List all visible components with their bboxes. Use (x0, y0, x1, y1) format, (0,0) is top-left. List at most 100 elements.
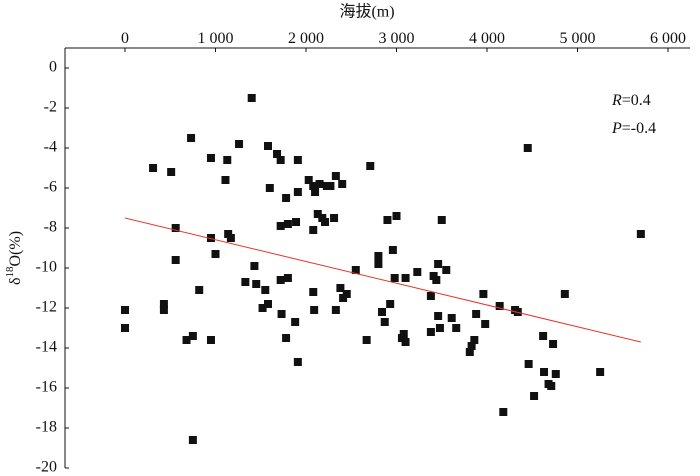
point (636, 230, 645, 238)
point (223, 156, 232, 164)
x-tick-label: 0 (121, 30, 129, 47)
point (292, 218, 301, 226)
point (434, 312, 443, 320)
y-tick-label: -6 (44, 179, 57, 196)
point (263, 142, 272, 150)
point (540, 368, 549, 376)
x-axis-title: 海拔(m) (339, 3, 394, 21)
point (392, 212, 401, 220)
point (434, 260, 443, 268)
point (258, 304, 267, 312)
point (336, 284, 345, 292)
point (187, 134, 196, 142)
point (426, 292, 435, 300)
point (195, 286, 204, 294)
point (432, 276, 441, 284)
y-tick-label: -18 (36, 419, 57, 436)
point (470, 336, 479, 344)
point (437, 216, 446, 224)
point (551, 370, 560, 378)
point (235, 140, 244, 148)
point (549, 340, 558, 348)
point (282, 334, 291, 342)
annotation-var: P (611, 120, 622, 137)
point (479, 290, 488, 298)
point (413, 268, 422, 276)
point (374, 252, 383, 260)
y-title-sup: 18 (4, 266, 16, 278)
y-tick-label: -20 (36, 459, 57, 476)
point (315, 180, 324, 188)
point (188, 436, 197, 444)
point (362, 336, 371, 344)
point (539, 332, 548, 340)
point (309, 288, 318, 296)
point (226, 234, 235, 242)
point (247, 94, 256, 102)
y-tick-label: 0 (49, 59, 57, 76)
point (282, 194, 291, 202)
point (560, 290, 569, 298)
point (388, 246, 397, 254)
point (276, 156, 285, 164)
y-tick-label: -2 (44, 99, 57, 116)
point (309, 226, 318, 234)
annotation: P=-0.4 (611, 120, 656, 137)
point (121, 324, 130, 332)
point (366, 162, 375, 170)
point (321, 218, 330, 226)
point (171, 256, 180, 264)
point (241, 278, 250, 286)
point (283, 274, 292, 282)
point (481, 320, 490, 328)
point (401, 274, 410, 282)
point (263, 300, 272, 308)
point (309, 182, 318, 190)
point (261, 286, 270, 294)
point (472, 310, 481, 318)
x-tick-label: 4 000 (469, 30, 505, 47)
point (447, 314, 456, 322)
point (171, 224, 180, 232)
point (452, 324, 461, 332)
point (206, 154, 215, 162)
point (252, 280, 261, 288)
point (293, 188, 302, 196)
y-tick-label: -16 (36, 379, 57, 396)
point (310, 306, 319, 314)
point (313, 210, 322, 218)
point (383, 216, 392, 224)
point (304, 176, 313, 184)
point (465, 348, 474, 356)
trendline (124, 217, 641, 343)
point (206, 336, 215, 344)
x-tick-label: 5 000 (560, 30, 596, 47)
point (523, 144, 532, 152)
point (326, 182, 335, 190)
y-tick-label: -14 (36, 339, 57, 356)
point (311, 188, 320, 196)
point (442, 266, 451, 274)
y-tick-label: -10 (36, 259, 57, 276)
point (401, 338, 410, 346)
point (159, 306, 168, 314)
point (293, 156, 302, 164)
point (293, 358, 302, 366)
point (426, 328, 435, 336)
x-tick-label: 1 000 (198, 30, 234, 47)
annotation-var: R (611, 92, 622, 109)
point (524, 360, 533, 368)
point (547, 382, 556, 390)
point (221, 176, 230, 184)
point (167, 168, 176, 176)
point (499, 408, 508, 416)
y-tick-label: -8 (44, 219, 57, 236)
point (283, 220, 292, 228)
x-tick-label: 2 000 (288, 30, 324, 47)
point (291, 318, 300, 326)
y-tick-label: -12 (36, 299, 57, 316)
point (206, 234, 215, 242)
x-tick-label: 6 000 (650, 30, 686, 47)
point (530, 392, 539, 400)
